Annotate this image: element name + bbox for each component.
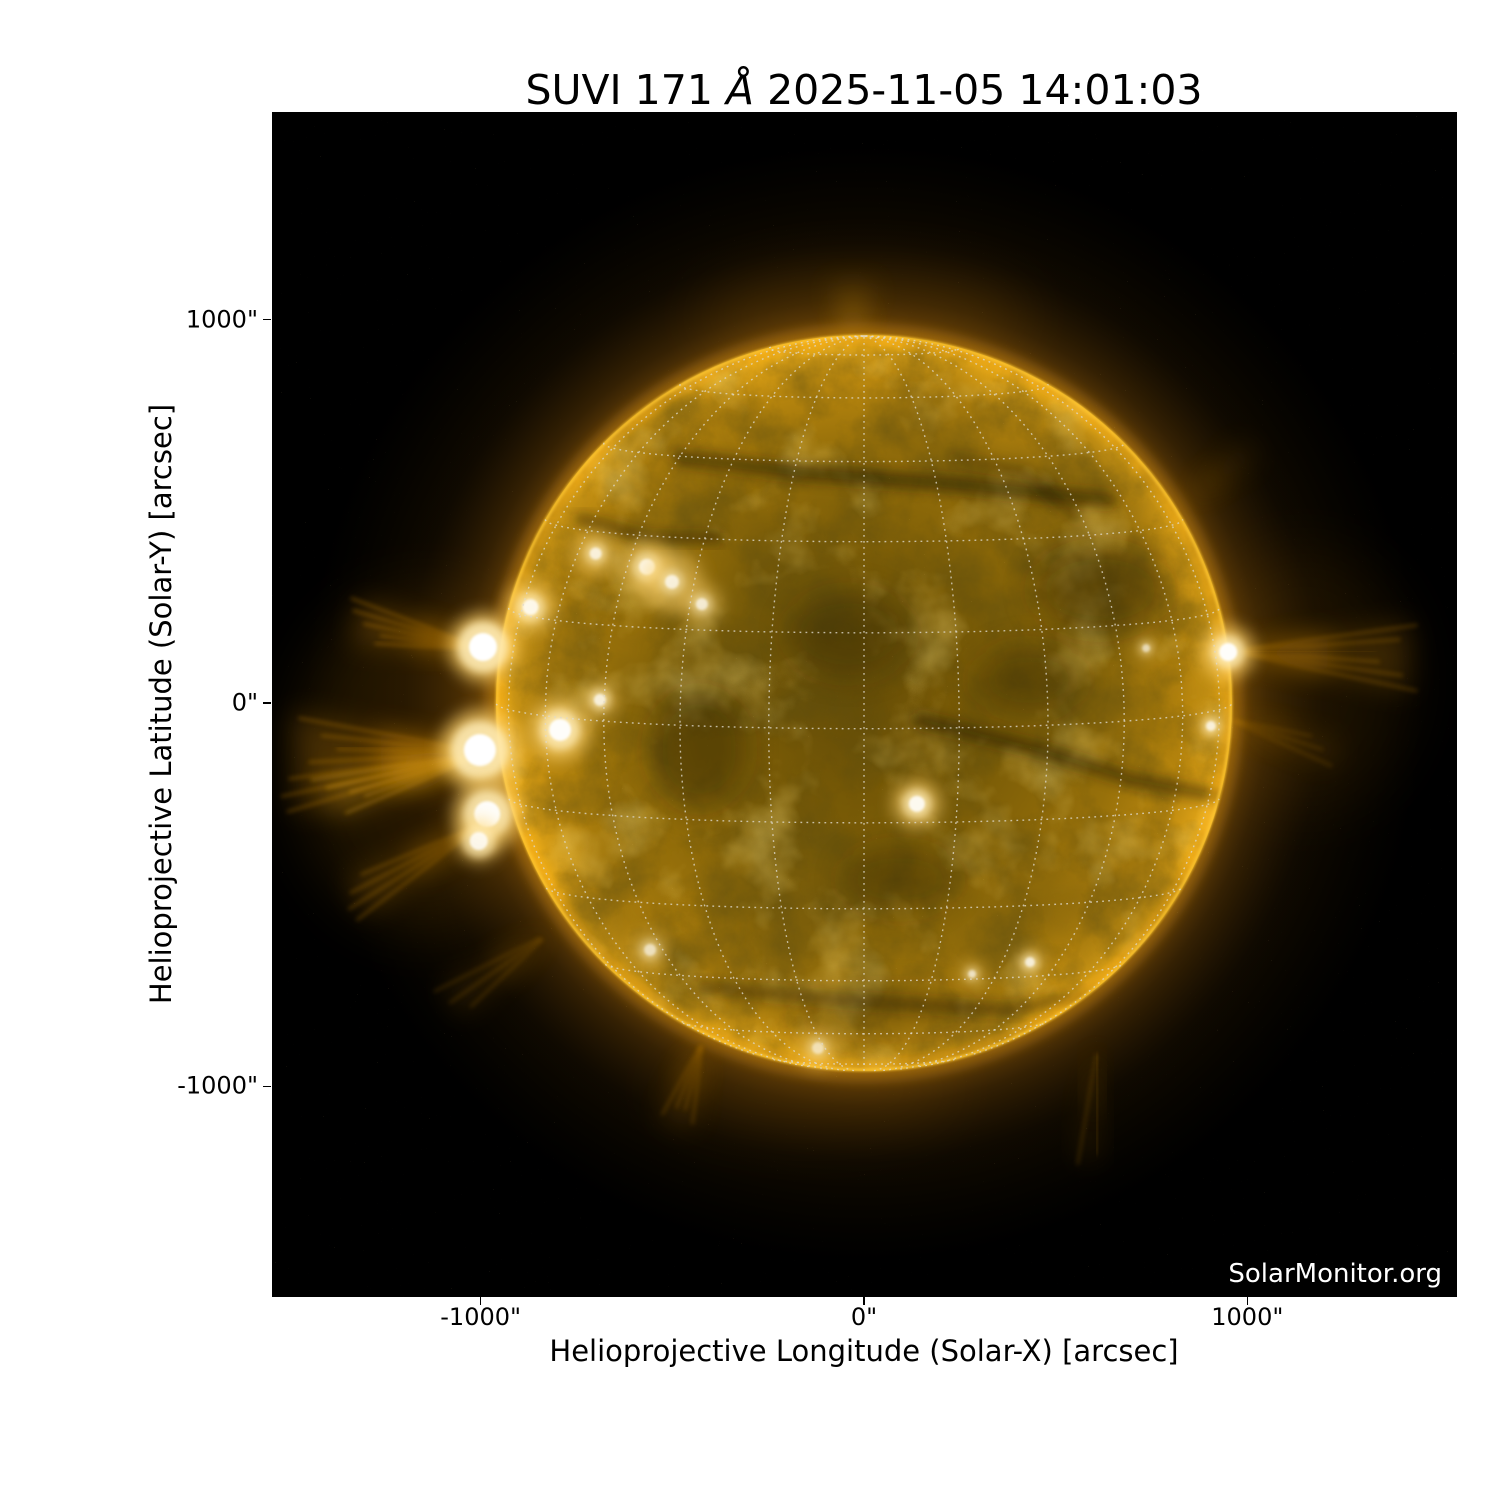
y-tick-label: -1000"	[177, 1071, 258, 1100]
solar-image	[272, 112, 1457, 1297]
y-tick-label: 0"	[231, 688, 258, 717]
plot-title: SUVI 171 Å 2025-11-05 14:01:03	[525, 66, 1202, 114]
watermark: SolarMonitor.org	[1228, 1259, 1442, 1289]
plot-area: SolarMonitor.org	[272, 112, 1457, 1297]
x-tick-label: -1000"	[440, 1303, 522, 1331]
x-tick-mark	[1246, 1297, 1249, 1305]
title-instrument: SUVI 171	[525, 66, 726, 114]
sensor-noise	[272, 112, 1457, 1297]
title-wavelength-symbol: Å	[725, 66, 755, 114]
y-axis-title: Helioprojective Latitude (Solar-Y) [arcs…	[144, 403, 178, 1005]
x-tick-mark	[863, 1297, 865, 1305]
y-tick-mark	[263, 1085, 271, 1088]
x-tick-mark	[479, 1297, 482, 1305]
y-tick-mark	[263, 318, 271, 321]
x-tick-label: 1000"	[1211, 1303, 1284, 1331]
y-tick-mark	[263, 702, 271, 704]
x-tick-label: 0"	[850, 1303, 878, 1331]
title-datetime: 2025-11-05 14:01:03	[754, 66, 1203, 114]
x-axis-title: Helioprojective Longitude (Solar-X) [arc…	[549, 1334, 1179, 1368]
y-tick-label: 1000"	[185, 305, 258, 334]
